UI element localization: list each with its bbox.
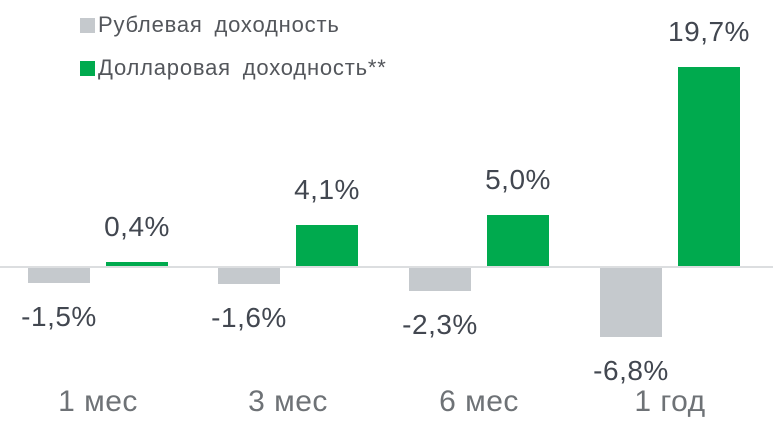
bar-dollar-return — [678, 67, 740, 266]
bar-group-6mes: -2,3% 5,0% 6 мес — [402, 0, 551, 438]
category-label: 6 мес — [439, 385, 519, 418]
bar-ruble-return — [218, 268, 280, 284]
legend-item-ruble-return: Рублевая доходность — [80, 12, 387, 37]
bar-dollar-return — [106, 262, 168, 266]
category-label: 1 мес — [58, 385, 138, 418]
legend-item-dollar-return: Долларовая доходность** — [80, 55, 387, 80]
value-label-ruble: -2,3% — [402, 309, 478, 340]
value-label-dollar: 5,0% — [485, 164, 551, 195]
bar-ruble-return — [28, 268, 90, 283]
bar-ruble-return — [409, 268, 471, 291]
value-label-ruble: -6,8% — [593, 355, 669, 386]
value-label-dollar: 0,4% — [104, 211, 170, 242]
bar-dollar-return — [487, 215, 549, 266]
category-label: 3 мес — [248, 385, 328, 418]
legend: Рублевая доходность Долларовая доходност… — [80, 12, 387, 80]
bar-dollar-return — [296, 225, 358, 266]
legend-swatch-ruble — [80, 17, 95, 33]
category-label: 1 год — [634, 385, 706, 418]
bar-group-1mes: -1,5% 0,4% 1 мес — [21, 0, 170, 438]
legend-label-ruble: Рублевая доходность — [98, 12, 340, 37]
bar-group-3mes: -1,6% 4,1% 3 мес — [211, 0, 360, 438]
value-label-ruble: -1,6% — [211, 302, 287, 333]
value-label-dollar: 19,7% — [668, 16, 750, 47]
legend-swatch-dollar — [80, 60, 95, 76]
bar-ruble-return — [600, 268, 662, 337]
value-label-dollar: 4,1% — [294, 174, 360, 205]
bar-group-1god: -6,8% 19,7% 1 год — [593, 0, 749, 438]
zero-axis-line — [0, 266, 773, 268]
legend-label-dollar: Долларовая доходность** — [98, 55, 387, 80]
value-label-ruble: -1,5% — [21, 301, 97, 332]
